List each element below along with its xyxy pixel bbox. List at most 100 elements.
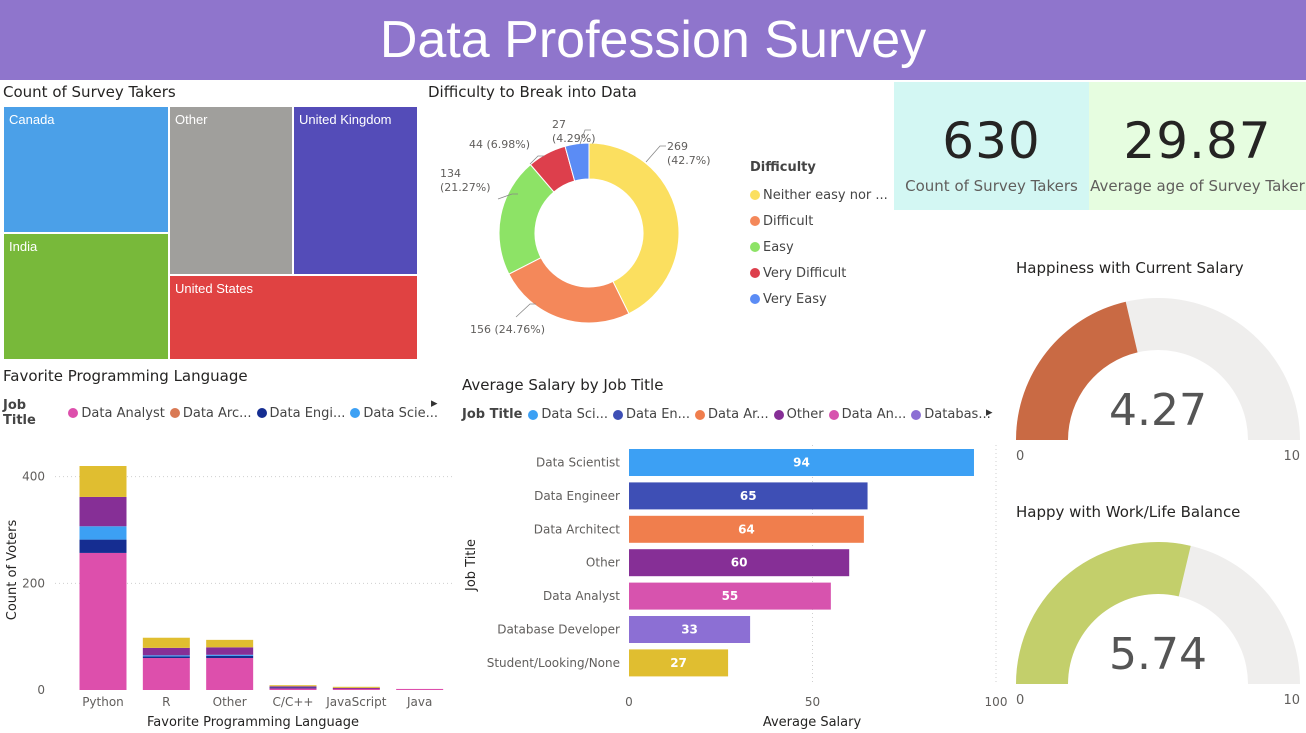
stacked-bar-segment[interactable] xyxy=(332,686,380,688)
bar-data-label: 60 xyxy=(731,556,748,570)
legend-item[interactable]: Data Engi... xyxy=(256,405,346,421)
stacked-bar-segment[interactable] xyxy=(142,656,190,658)
dashboard-title: Data Profession Survey xyxy=(379,11,927,69)
legend-label: Easy xyxy=(763,239,794,255)
legend-item[interactable]: Data Arc... xyxy=(169,406,252,421)
treemap-tile-united-kingdom[interactable]: United Kingdom xyxy=(293,106,418,275)
legend-item[interactable]: Databas... xyxy=(911,407,991,422)
stacked-bar-segment[interactable] xyxy=(79,496,127,527)
salary-bar[interactable] xyxy=(629,582,831,610)
legend-label: Data Engi... xyxy=(269,405,346,421)
bar-data-label: 33 xyxy=(681,623,698,637)
tile-label: India xyxy=(9,239,38,254)
donut-chart[interactable]: 269(42.7%) 156 (24.76%) 134(21.27%) 44 (6.9… xyxy=(420,104,890,349)
y-tick-label: Student/Looking/None xyxy=(487,656,620,670)
legend-label: Difficult xyxy=(763,213,814,229)
donut-legend-item[interactable]: Difficult xyxy=(750,208,888,234)
bar-data-label: 64 xyxy=(738,522,755,536)
donut-legend-title: Difficulty xyxy=(750,160,816,175)
legend-marker xyxy=(773,409,784,420)
legend-item[interactable]: Data Sci... xyxy=(528,407,608,422)
donut-legend-item[interactable]: Easy xyxy=(750,234,888,260)
kpi-card-age: 29.87 Average age of Survey Taker xyxy=(1089,82,1306,210)
y-tick-label: Data Scientist xyxy=(536,456,620,470)
legend-marker xyxy=(750,190,760,200)
gauge-fill[interactable] xyxy=(1016,301,1138,440)
donut-legend-item[interactable]: Neither easy nor ... xyxy=(750,182,888,208)
legend-marker xyxy=(613,409,624,420)
x-tick-label: JavaScript xyxy=(325,695,386,709)
donut-legend-item[interactable]: Very Easy xyxy=(750,286,888,312)
salary-bar[interactable] xyxy=(629,449,974,476)
salary-bar-chart[interactable]: 0 50 100 Data Scientist 94 Data Engineer 65 Dat… xyxy=(460,440,1010,733)
stacked-bar-segment[interactable] xyxy=(332,687,380,689)
salary-bar[interactable] xyxy=(629,616,751,643)
donut-data-label-pct: (21.27%) xyxy=(440,181,491,194)
stacked-bar-segment[interactable] xyxy=(269,685,317,687)
legend-label: Neither easy nor ... xyxy=(763,187,888,203)
stacked-bar-segment[interactable] xyxy=(79,552,127,690)
salary-bar[interactable] xyxy=(629,482,868,510)
legend-item[interactable]: Data Analyst xyxy=(68,406,165,421)
legend-marker xyxy=(528,409,539,420)
x-axis-title: Favorite Programming Language xyxy=(147,715,359,730)
gauge-salary-happiness[interactable]: 4.27 0 10 xyxy=(1010,290,1306,470)
stacked-bar-segment[interactable] xyxy=(206,654,254,656)
legend-item[interactable]: Data Scie... xyxy=(350,406,438,421)
x-tick-label: R xyxy=(162,695,170,709)
legend-items: Data Analyst Data Arc... Data Engi... Data … xyxy=(68,406,443,421)
legend-next-arrow[interactable]: ▸ xyxy=(986,405,993,420)
leader-line xyxy=(645,145,666,163)
donut-slice[interactable] xyxy=(564,142,590,182)
stacked-bar-segment[interactable] xyxy=(142,655,190,657)
stacked-bar-segment[interactable] xyxy=(79,526,127,540)
treemap-tile-canada[interactable]: Canada xyxy=(3,106,169,233)
stacked-bar-segment[interactable] xyxy=(142,658,190,690)
donut-slice[interactable] xyxy=(508,256,630,324)
lang-bar-chart[interactable]: 0 200 400 Python R Other C/C++ JavaScript Java Fa… xyxy=(0,430,460,730)
treemap-title: Count of Survey Takers xyxy=(3,83,176,101)
stacked-bar-segment[interactable] xyxy=(142,647,190,656)
kpi-label: Average age of Survey Taker xyxy=(1090,177,1305,195)
gauge-min-label: 0 xyxy=(1016,693,1024,708)
stacked-bar-segment[interactable] xyxy=(79,466,127,497)
salary-bar[interactable] xyxy=(629,549,850,577)
legend-marker xyxy=(750,294,760,304)
gauge-work-life-balance[interactable]: 5.74 0 10 xyxy=(1010,534,1306,714)
x-tick-label: Other xyxy=(213,695,247,709)
stacked-bar-segment[interactable] xyxy=(206,647,254,655)
gauge-salary-title: Happiness with Current Salary xyxy=(1016,259,1244,277)
leader-line xyxy=(579,129,591,145)
x-tick-label: 50 xyxy=(805,695,820,709)
donut-slice[interactable] xyxy=(588,142,680,315)
legend-item[interactable]: Data En... xyxy=(613,407,690,422)
stacked-bar-segment[interactable] xyxy=(396,688,444,690)
legend-item[interactable]: Other xyxy=(773,407,824,422)
stacked-bar-segment[interactable] xyxy=(269,687,317,689)
stacked-bar-segment[interactable] xyxy=(206,658,254,690)
stacked-bar-segment[interactable] xyxy=(332,688,380,690)
x-tick-label: Java xyxy=(406,695,432,709)
leader-line xyxy=(497,193,518,200)
stacked-bar-segment[interactable] xyxy=(142,637,190,648)
gauge-fill[interactable] xyxy=(1016,542,1191,684)
salary-bar[interactable] xyxy=(629,649,729,677)
donut-legend-item[interactable]: Very Difficult xyxy=(750,260,888,286)
stacked-bar-segment[interactable] xyxy=(269,687,317,690)
treemap-tile-other[interactable]: Other xyxy=(169,106,293,275)
stacked-bar-segment[interactable] xyxy=(206,639,254,648)
donut-data-label-pct: (42.7%) xyxy=(667,154,711,167)
salary-bar[interactable] xyxy=(629,515,864,543)
lang-chart-title: Favorite Programming Language xyxy=(3,367,248,385)
stacked-bar-segment[interactable] xyxy=(79,539,127,553)
stacked-bar-segment[interactable] xyxy=(269,686,317,688)
legend-next-arrow[interactable]: ▸ xyxy=(431,396,438,411)
legend-item[interactable]: Data An... xyxy=(828,407,906,422)
treemap-tile-india[interactable]: India xyxy=(3,233,169,360)
stacked-bar-segment[interactable] xyxy=(206,655,254,658)
legend-item[interactable]: Data Ar... xyxy=(695,407,769,422)
donut-data-label: 27 xyxy=(552,118,566,131)
donut-legend: Neither easy nor ... Difficult Easy Very Di… xyxy=(750,182,888,312)
legend-title: Job Title xyxy=(462,407,523,422)
treemap-tile-united-states[interactable]: United States xyxy=(169,275,418,360)
